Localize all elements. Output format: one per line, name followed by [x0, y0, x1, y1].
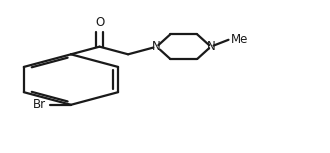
Text: Br: Br — [33, 98, 46, 111]
Text: N: N — [207, 40, 215, 53]
Text: N: N — [152, 40, 161, 53]
Text: Me: Me — [231, 33, 248, 45]
Text: O: O — [95, 16, 104, 29]
